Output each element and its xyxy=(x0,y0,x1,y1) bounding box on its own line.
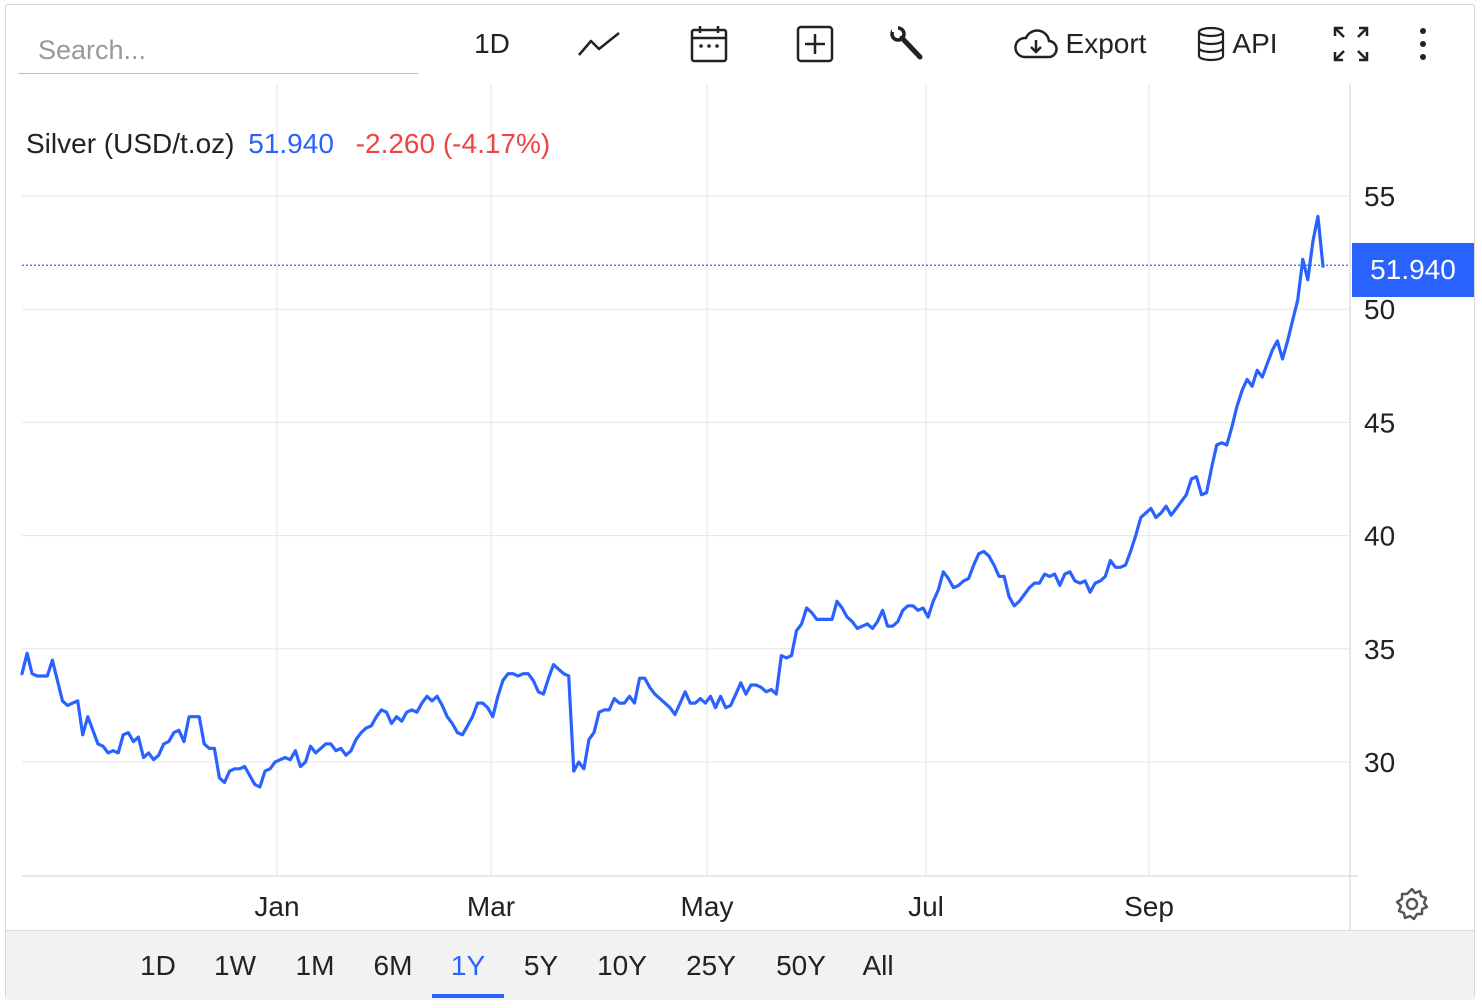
x-tick-label: Jul xyxy=(908,891,944,922)
range-25y[interactable]: 25Y xyxy=(686,950,736,981)
legend-change: -2.260 (-4.17%) xyxy=(355,128,551,159)
x-tick-label: Mar xyxy=(467,891,515,922)
wrench-icon xyxy=(888,24,926,64)
y-tick-label: 50 xyxy=(1364,294,1395,325)
range-5y[interactable]: 5Y xyxy=(523,950,559,981)
y-tick-label: 30 xyxy=(1364,747,1395,778)
range-6m[interactable]: 6M xyxy=(373,950,413,981)
range-1w[interactable]: 1W xyxy=(214,950,256,981)
legend-symbol: Silver (USD/t.oz) xyxy=(26,128,235,159)
range-1m[interactable]: 1M xyxy=(295,950,335,981)
range-50y[interactable]: 50Y xyxy=(776,950,826,981)
fullscreen-icon xyxy=(1331,24,1371,64)
cloud-download-icon xyxy=(1012,28,1058,60)
fullscreen-button[interactable] xyxy=(1328,22,1374,66)
range-selector-bar xyxy=(6,930,1474,1000)
interval-button[interactable]: 1D xyxy=(474,28,510,59)
price-chart[interactable]: 30 35 40 45 50 55 Jan Mar May Jul Sep xyxy=(0,0,1482,930)
database-icon xyxy=(1196,26,1226,62)
x-tick-label: Sep xyxy=(1124,891,1174,922)
gear-icon xyxy=(1394,887,1430,926)
export-label: Export xyxy=(1065,28,1147,59)
last-price-tag: 51.940 xyxy=(1352,243,1474,297)
more-vertical-icon xyxy=(1418,27,1428,61)
add-indicator-button[interactable] xyxy=(792,22,838,66)
calendar-button[interactable] xyxy=(686,22,732,66)
chart-settings-button[interactable] xyxy=(1394,886,1432,924)
export-button[interactable]: Export xyxy=(1004,22,1154,66)
search-input[interactable] xyxy=(18,28,418,74)
range-1d[interactable]: 1D xyxy=(140,950,176,981)
series-line-silver xyxy=(20,214,1325,789)
more-options-button[interactable] xyxy=(1408,22,1438,66)
range-10y[interactable]: 10Y xyxy=(597,950,647,981)
chart-legend: Silver (USD/t.oz) 51.940 -2.260 (-4.17%) xyxy=(26,128,550,160)
y-tick-label: 40 xyxy=(1364,521,1395,552)
legend-price: 51.940 xyxy=(248,128,334,159)
x-tick-label: May xyxy=(681,891,734,922)
api-label: API xyxy=(1232,28,1278,59)
api-button[interactable]: API xyxy=(1192,22,1282,66)
line-chart-button[interactable] xyxy=(574,22,624,66)
y-tick-label: 35 xyxy=(1364,634,1395,665)
plus-box-icon xyxy=(796,25,834,63)
range-1y[interactable]: 1Y xyxy=(432,938,504,998)
y-tick-label: 45 xyxy=(1364,407,1395,438)
line-chart-icon xyxy=(577,29,621,59)
y-tick-label: 55 xyxy=(1364,181,1395,212)
calendar-icon xyxy=(689,24,729,64)
range-all[interactable]: All xyxy=(862,950,894,981)
x-tick-label: Jan xyxy=(254,891,299,922)
settings-tools-button[interactable] xyxy=(884,22,930,66)
